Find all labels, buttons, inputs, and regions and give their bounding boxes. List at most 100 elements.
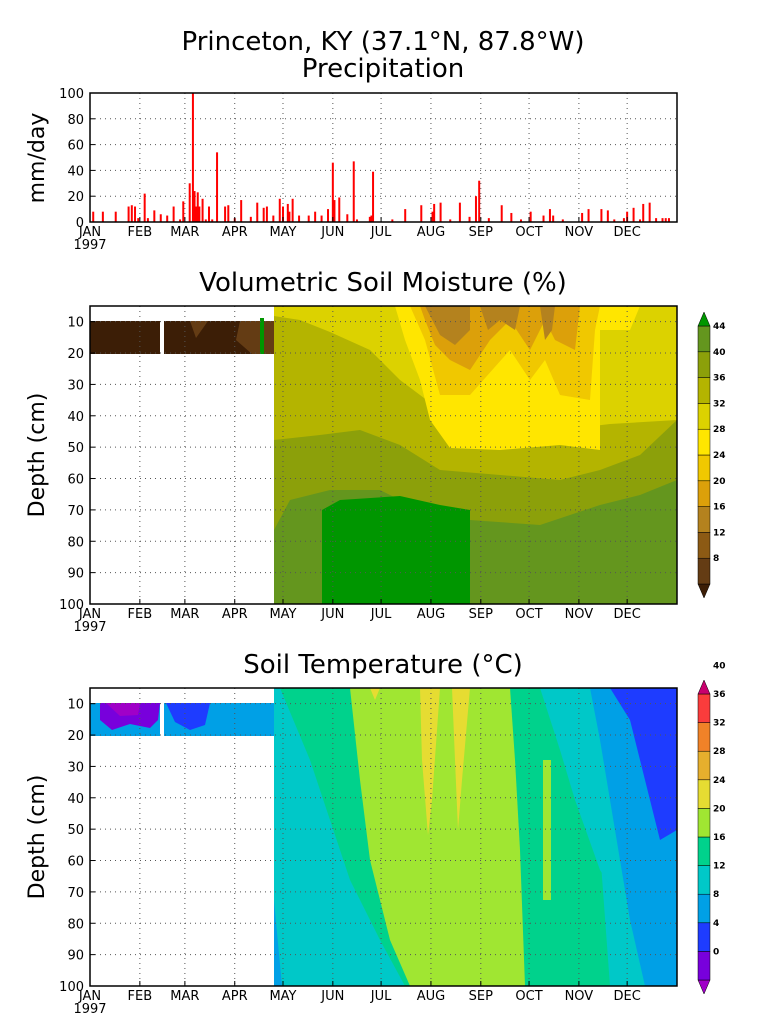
st-x-tick-label: NOV <box>565 989 594 1004</box>
pr-x-tick-label: OCT <box>515 225 542 240</box>
precip-bar <box>338 197 341 222</box>
precip-bar <box>346 214 349 222</box>
st-colorbar-segment <box>697 808 711 838</box>
st-x-tick-label: MAY <box>269 989 296 1004</box>
soil-temperature-y-label: Depth (cm) <box>25 775 50 900</box>
st-colorbar-label: 20 <box>713 804 726 814</box>
precip-bar <box>159 214 162 222</box>
precip-bar <box>632 207 635 222</box>
precip-title: Precipitation <box>302 54 465 84</box>
precip-bar <box>179 219 182 222</box>
st-colorbar-segment <box>697 722 711 752</box>
precip-bar <box>166 215 169 222</box>
st-band-gap <box>160 703 164 736</box>
precip-bar <box>291 198 294 222</box>
st-colorbar-segment <box>697 893 711 924</box>
pr-x-tick-label: FEB <box>128 225 153 240</box>
precip-bar <box>642 203 645 222</box>
st-colorbar-label: 32 <box>713 719 726 729</box>
precip-bar <box>281 206 284 222</box>
precip-bar <box>587 209 590 222</box>
st-y-tick-label: 30 <box>67 760 84 775</box>
precip-bar <box>196 192 199 222</box>
sm-colorbar-segment <box>697 557 711 585</box>
precip-y-label: mm/day <box>25 113 50 204</box>
precip-bar <box>182 201 185 222</box>
precip-bar <box>542 215 545 222</box>
pr-x-tick-label: MAY <box>269 225 296 240</box>
sm-colorbar-label: 20 <box>713 477 726 487</box>
st-y-tick-label: 10 <box>67 698 84 713</box>
st-y-tick-label: 50 <box>67 823 84 838</box>
precip-bar <box>655 218 658 222</box>
st-fill-20 <box>350 688 525 986</box>
precip-bar <box>439 202 442 222</box>
precip-bar <box>172 206 175 222</box>
precip-bar <box>433 203 436 222</box>
sm-colorbar-segment <box>697 532 711 559</box>
sm-fill-44 <box>322 496 470 604</box>
st-band-coldest <box>106 703 140 716</box>
st-year-label: 1997 <box>73 1002 106 1017</box>
st-x-tick-label: AUG <box>417 989 445 1004</box>
st-fill-fall-4 <box>610 688 677 840</box>
precip-bar <box>500 205 503 222</box>
precip-y-tick-label: 80 <box>67 113 84 128</box>
st-y-tick-label: 100 <box>59 980 84 995</box>
precip-bar <box>193 191 196 222</box>
precip-bar <box>286 203 289 222</box>
precip-frame <box>89 92 678 223</box>
st-colorbar-segment <box>697 836 711 866</box>
precip-y-tick-label: 20 <box>67 190 84 205</box>
sm-colorbar-segment <box>697 428 711 456</box>
sm-fill-20 <box>425 306 555 345</box>
sm-colorbar-label: 44 <box>713 322 726 332</box>
st-colorbar-low <box>697 979 711 995</box>
sm-y-tick-label: 80 <box>67 535 84 550</box>
sm-x-tick-label: MAY <box>269 607 296 622</box>
sm-y-tick-label: 90 <box>67 567 84 582</box>
precip-bar <box>548 209 551 222</box>
sm-colorbar-segment <box>697 506 711 533</box>
precip-bar <box>227 205 230 222</box>
precip-bar <box>458 202 461 222</box>
precip-bar <box>391 219 394 222</box>
sm-year-label: 1997 <box>73 620 106 635</box>
precip-bar <box>331 162 334 222</box>
soil-moisture-title: Volumetric Soil Moisture (%) <box>199 268 567 298</box>
precip-bar <box>204 219 207 222</box>
precip-bar <box>249 216 252 222</box>
st-y-tick-label: 70 <box>67 886 84 901</box>
st-x-tick-label: JUN <box>320 989 344 1004</box>
soil-temperature-title: Soil Temperature (°C) <box>243 650 523 680</box>
precip-bar <box>404 209 407 222</box>
precip-bar <box>352 161 355 222</box>
precip-bar <box>262 207 265 222</box>
precip-bar <box>137 218 140 222</box>
precip-bar <box>288 211 291 222</box>
pr-x-tick-label: AUG <box>417 225 445 240</box>
sm-x-tick-label: MAR <box>170 607 199 622</box>
figure-title: Princeton, KY (37.1°N, 87.8°W) <box>181 27 584 57</box>
st-x-tick-label: MAR <box>170 989 199 1004</box>
precip-bar <box>134 206 137 222</box>
st-y-tick-label: 60 <box>67 855 84 870</box>
st-colorbar-label: 4 <box>713 919 719 929</box>
sm-colorbar-label: 12 <box>713 528 726 538</box>
pr-x-tick-label: MAR <box>170 225 199 240</box>
sm-x-tick-label: JUN <box>320 607 344 622</box>
sm-x-tick-label: FEB <box>128 607 153 622</box>
pr-x-tick-label: JUN <box>320 225 344 240</box>
sm-band-mar-dark <box>166 321 252 354</box>
sm-x-tick-label: NOV <box>565 607 594 622</box>
st-colorbar-segment <box>697 779 711 809</box>
st-band-mar <box>166 703 210 730</box>
precip-bar <box>561 219 564 222</box>
sm-colorbar-label: 40 <box>713 348 726 358</box>
st-colorbar-segment <box>697 922 711 952</box>
precip-bar <box>613 219 616 222</box>
sm-x-tick-label: APR <box>222 607 248 622</box>
sm-colorbar-low <box>697 583 711 599</box>
precip-bar <box>449 219 452 222</box>
